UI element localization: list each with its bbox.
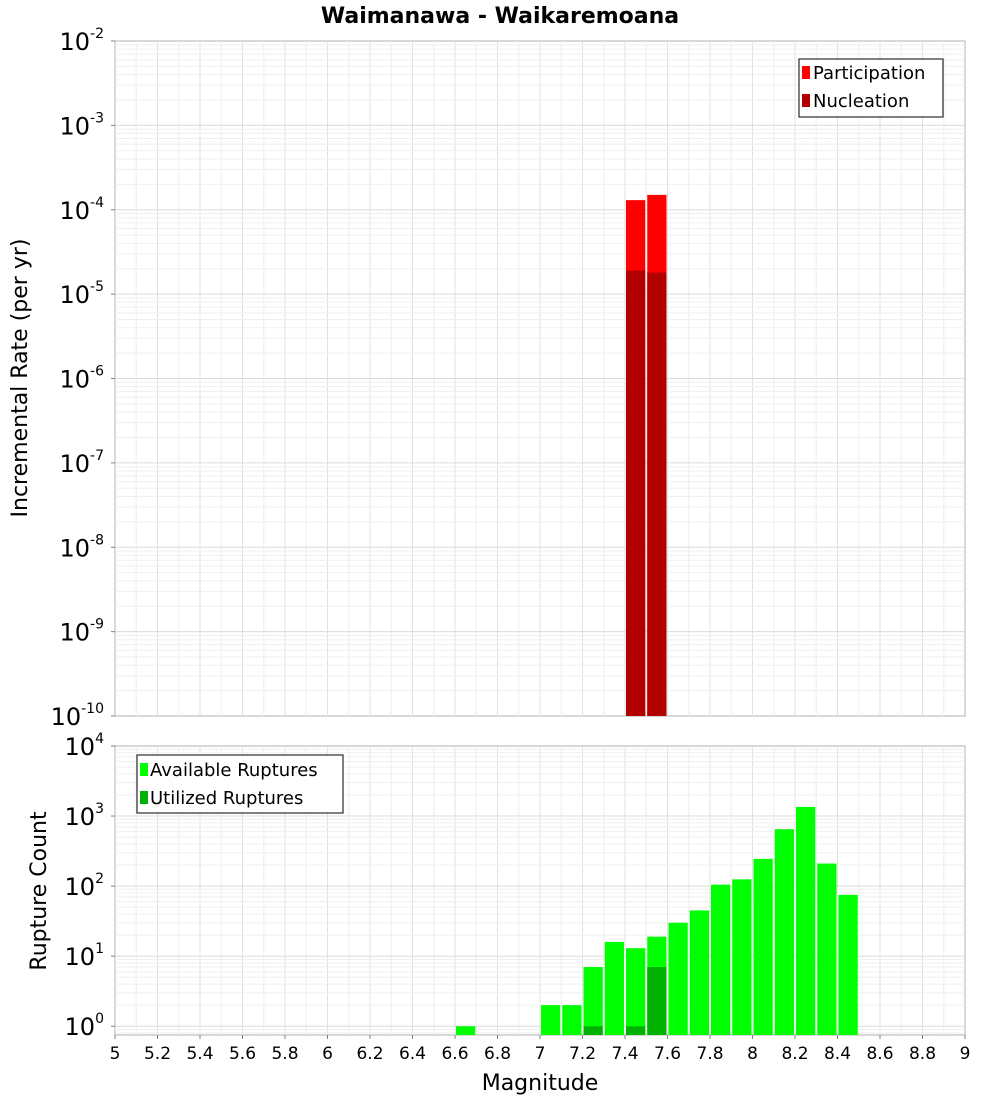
top-y-tick-label: 10-6 [59,364,104,394]
legend-swatch-utilized-ruptures [140,791,148,804]
top-y-tick-label: 10-8 [59,532,104,562]
legend-swatch-participation [802,66,810,79]
bottom-bar-utilized-ruptures-1 [626,1026,646,1035]
bottom-bar-available-ruptures-5 [626,948,646,1035]
bottom-bar-available-ruptures-1 [541,1005,561,1035]
top-bar-nucleation-0 [626,270,646,716]
x-tick-label: 7.4 [611,1044,638,1064]
top-y-tick-label: 10-4 [59,195,104,225]
x-tick-label: 6.4 [399,1044,426,1064]
legend-label-nucleation: Nucleation [813,91,909,112]
bottom-bar-available-ruptures-3 [583,967,603,1035]
top-panel: 10-10 10-9 10-8 10-7 10-6 10-5 10-4 10-3 10-2 In… [8,26,966,731]
bottom-bars [456,806,858,1035]
top-y-tick-label: 10-7 [59,448,104,478]
top-y-tick-label: 10-5 [59,279,104,309]
top-legend-box [798,58,944,118]
x-tick-label: 6.8 [484,1044,511,1064]
x-tick-label: 5.8 [271,1044,298,1064]
bottom-bar-available-ruptures-4 [604,941,624,1035]
bottom-bar-available-ruptures-8 [689,910,709,1035]
top-bars [626,194,667,716]
bottom-bar-available-ruptures-13 [796,806,816,1035]
top-grid [115,41,965,716]
x-tick-label: 6.6 [441,1044,468,1064]
x-tick-label: 5.6 [229,1044,256,1064]
legend-label-utilized-ruptures: Utilized Ruptures [150,788,303,809]
x-tick-label: 7.2 [569,1044,596,1064]
bottom-y-axis-title: Rupture Count [27,811,52,971]
top-y-tick-label: 10-9 [59,617,104,647]
x-tick-label: 5 [110,1044,121,1064]
bottom-bar-utilized-ruptures-0 [583,1026,603,1035]
x-tick-label: 9 [960,1044,971,1064]
legend-swatch-nucleation [802,94,810,107]
x-tick-label: 7 [535,1044,546,1064]
bottom-panel: 100 101 102 103 104 5 5.2 5.4 5.6 5.8 6 6.2 6.4 6.6 6… [27,731,970,1096]
top-y-tick-label: 10-2 [59,26,104,56]
x-tick-label: 8.4 [824,1044,851,1064]
x-tick-label: 8 [747,1044,758,1064]
bottom-bar-available-ruptures-7 [668,922,688,1035]
bottom-bar-utilized-ruptures-2 [647,967,667,1035]
bottom-bar-available-ruptures-0 [456,1026,476,1035]
top-y-ticks: 10-10 10-9 10-8 10-7 10-6 10-5 10-4 10-3 10-2 [51,26,115,731]
x-tick-label: 8.8 [909,1044,936,1064]
x-tick-label: 7.8 [696,1044,723,1064]
x-tick-label: 7.6 [654,1044,681,1064]
top-y-tick-label: 10-10 [51,701,104,731]
chart-title: Waimanawa - Waikaremoana [321,4,679,29]
bottom-bar-available-ruptures-15 [838,894,858,1035]
bottom-y-tick-label: 104 [65,731,105,761]
top-y-axis-title: Incremental Rate (per yr) [8,239,33,518]
legend-label-available-ruptures: Available Ruptures [150,760,318,781]
legend-label-participation: Participation [813,63,925,84]
bottom-y-tick-label: 102 [65,871,104,901]
bottom-y-tick-label: 100 [65,1011,104,1041]
legend-swatch-available-ruptures [140,763,148,776]
bottom-legend-box [136,754,344,814]
x-tick-label: 8.6 [866,1044,893,1064]
x-tick-label: 5.4 [186,1044,213,1064]
bottom-y-tick-label: 101 [65,941,104,971]
bottom-y-tick-label: 103 [65,801,104,831]
bottom-y-ticks: 100 101 102 103 104 [65,731,115,1041]
bottom-bar-available-ruptures-11 [753,858,773,1035]
bottom-bar-available-ruptures-9 [711,884,731,1035]
top-y-tick-label: 10-3 [59,110,104,140]
x-tick-label: 6.2 [356,1044,383,1064]
bottom-bar-available-ruptures-10 [732,879,752,1035]
x-ticks: 5 5.2 5.4 5.6 5.8 6 6.2 6.4 6.6 6.8 7 7.2 7.4 7.6 7.8 8… [110,1035,971,1064]
x-axis-title: Magnitude [482,1071,599,1096]
x-tick-label: 6 [322,1044,333,1064]
bottom-bar-available-ruptures-14 [817,863,837,1035]
x-tick-label: 8.2 [781,1044,808,1064]
top-bar-nucleation-1 [647,272,667,716]
bottom-legend: Available Ruptures Utilized Ruptures [136,754,344,814]
top-legend: Participation Nucleation [798,58,944,118]
x-tick-label: 5.2 [144,1044,171,1064]
bottom-bar-available-ruptures-12 [774,829,794,1035]
bottom-bar-available-ruptures-2 [562,1005,582,1035]
